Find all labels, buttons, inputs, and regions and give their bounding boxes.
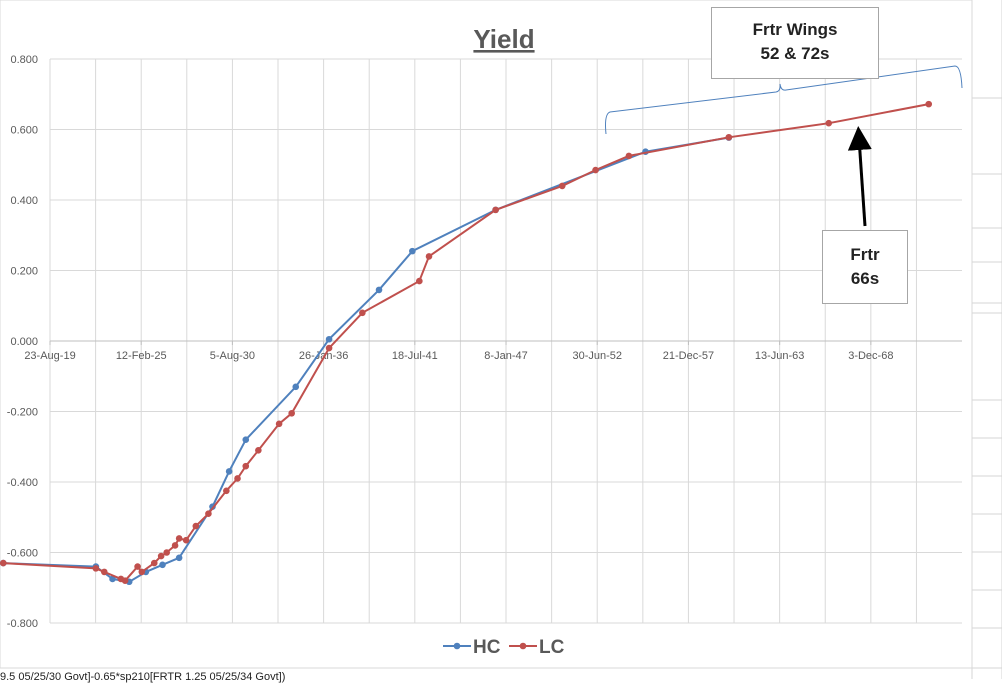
wings-brace xyxy=(605,65,963,135)
series-layer xyxy=(0,100,933,586)
x-tick-label: 12-Feb-25 xyxy=(116,350,167,362)
data-point-hc xyxy=(225,468,233,475)
data-point-lc xyxy=(725,133,733,141)
legend-label: HC xyxy=(473,637,501,658)
y-tick-label: -0.200 xyxy=(7,407,38,419)
x-tick-label: 13-Jun-63 xyxy=(755,350,805,362)
annotation-layer xyxy=(605,65,963,227)
frtr66-callout-line2: 66s xyxy=(850,269,880,288)
data-point-lc xyxy=(171,542,179,549)
formula-text: 9.5 05/25/30 Govt]-0.65*sp210[FRTR 1.25 … xyxy=(0,671,286,683)
data-point-lc xyxy=(182,536,190,544)
x-tick-label: 8-Jan-47 xyxy=(484,350,527,362)
chart-title: Yield xyxy=(473,24,534,54)
x-tick-label: 18-Jul-41 xyxy=(392,350,438,362)
y-tick-label: 0.200 xyxy=(10,266,38,278)
data-point-lc xyxy=(205,510,212,518)
data-point-lc xyxy=(138,568,146,576)
data-point-lc xyxy=(592,166,599,174)
x-tick-label: 23-Aug-19 xyxy=(24,350,75,362)
data-point-lc xyxy=(255,446,262,454)
data-point-lc xyxy=(134,563,141,570)
data-point-hc xyxy=(242,436,250,444)
x-tick-label: 5-Aug-30 xyxy=(210,350,255,362)
data-point-hc xyxy=(292,383,300,391)
data-point-lc xyxy=(100,568,108,576)
data-point-lc xyxy=(416,277,423,285)
frtr66-callout-line1: Frtr xyxy=(850,245,880,264)
wings-callout: Frtr Wings 52 & 72s xyxy=(711,7,879,79)
data-point-hc xyxy=(375,286,383,294)
data-point-lc xyxy=(359,309,366,317)
chart-area xyxy=(0,0,973,669)
legend-marker xyxy=(519,642,527,650)
y-tick-label: -0.400 xyxy=(7,477,38,489)
frtr66-callout: Frtr 66s xyxy=(822,230,908,304)
y-tick-label: -0.800 xyxy=(7,618,38,630)
data-point-lc xyxy=(325,344,333,352)
legend: HC LC xyxy=(443,637,565,658)
data-point-hc xyxy=(175,554,183,562)
data-point-lc xyxy=(492,206,499,214)
data-point-lc xyxy=(625,152,633,160)
legend-item-lc: LC xyxy=(509,637,565,658)
y-tick-label: 0.000 xyxy=(10,336,38,348)
y-tick-label: 0.600 xyxy=(10,125,38,137)
data-point-lc xyxy=(234,475,241,482)
legend-item-hc: HC xyxy=(443,637,501,658)
data-point-hc xyxy=(325,335,333,343)
y-tick-label: 0.800 xyxy=(10,54,38,66)
data-point-lc xyxy=(150,559,158,567)
x-tick-label: 21-Dec-57 xyxy=(663,350,714,362)
data-point-lc xyxy=(425,253,433,260)
data-point-lc xyxy=(275,420,283,428)
data-point-lc xyxy=(92,565,100,572)
data-point-lc xyxy=(0,559,7,567)
data-point-lc xyxy=(121,577,129,584)
data-point-hc xyxy=(409,247,416,255)
data-point-lc xyxy=(825,119,833,127)
legend-marker xyxy=(453,642,461,650)
data-point-lc xyxy=(558,182,566,190)
series-lc xyxy=(0,100,933,584)
y-tick-label: 0.400 xyxy=(10,195,38,207)
x-tick-label: 30-Jun-52 xyxy=(572,350,622,362)
y-tick-label: -0.600 xyxy=(7,548,38,560)
data-point-lc xyxy=(175,535,183,542)
wings-callout-line2: 52 & 72s xyxy=(760,44,830,63)
data-point-hc xyxy=(159,561,166,569)
legend-label: LC xyxy=(539,637,565,658)
x-tick-label: 3-Dec-68 xyxy=(848,350,893,362)
frtr66-arrow xyxy=(847,126,872,227)
data-point-lc xyxy=(192,522,200,530)
data-point-lc xyxy=(157,552,165,560)
data-point-lc xyxy=(223,487,230,495)
data-point-hc xyxy=(109,575,116,583)
wings-callout-line1: Frtr Wings xyxy=(752,20,838,39)
data-point-lc xyxy=(925,100,933,108)
data-point-lc xyxy=(288,409,295,417)
data-point-lc xyxy=(242,462,250,470)
data-point-lc xyxy=(163,549,170,556)
